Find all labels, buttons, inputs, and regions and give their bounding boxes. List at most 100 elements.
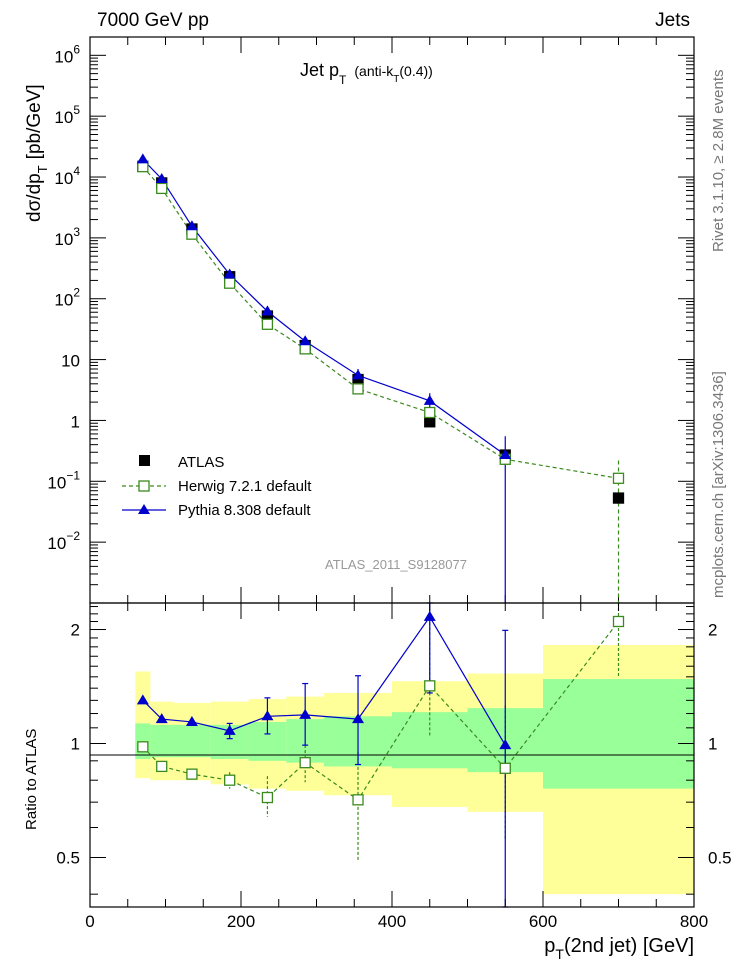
herwig-ratio-point [299,757,311,769]
x-axis-label: pT(2nd jet) [GeV] [544,935,694,962]
main-y-tick-label: 106 [54,42,80,66]
ratio-y-tick-label: 1 [71,735,80,754]
ratio-y-tick-label-right: 2 [708,621,717,640]
main-series [136,153,625,603]
main-y-tick-label: 102 [54,286,80,310]
ratio-y-tick-label: 0.5 [56,848,80,867]
herwig-ratio-point [137,741,149,753]
ratio-x-axis: 0 200 400 600 800 [85,603,708,931]
herwig-main-point [424,406,436,419]
pythia-main-point [423,394,436,405]
header-left: 7000 GeV pp [97,10,209,31]
herwig-ratio-point [499,762,511,774]
title-extra-sub: T [393,74,399,85]
ratio-band-inner [150,724,174,758]
legend-marker-herwig [138,480,150,492]
ratio-band-inner [392,712,468,769]
legend-marker-atlas [139,455,150,466]
main-y-tick-label: 105 [54,103,80,127]
pythia-main-point [155,172,168,183]
title-sub: T [339,73,347,87]
ratio-y-tick-label-right: 1 [708,735,717,754]
pythia-ratio-point [499,739,512,750]
herwig-main-point [299,343,311,355]
title-extra: (anti-k [354,63,394,79]
x-tick-label: 0 [85,912,94,931]
pythia-main-point [352,369,365,380]
herwig-ratio-point [261,791,274,804]
main-y-tick-label: 103 [54,225,80,249]
herwig-ratio-point [224,774,236,786]
main-y-tick-label: 1 [71,412,80,431]
x-tick-label: 400 [378,912,406,931]
x-tick-label: 600 [529,912,557,931]
main-plot-title: Jet pT(anti-kT(0.4)) [300,60,433,87]
herwig-ratio-point [612,615,625,628]
herwig-ratio-point [424,680,436,692]
legend-item-pythia: Pythia 8.308 default [122,502,311,519]
main-y-tick-label: 10−1 [47,468,80,492]
header-labels: 7000 GeV pp Jets [97,10,690,31]
pythia-ratio-point [261,710,274,721]
side-label-rivet: Rivet 3.1.10, ≥ 2.8M events [710,70,727,253]
ratio-series [136,602,625,908]
herwig-main-point [352,383,364,395]
herwig-main-point [186,228,198,240]
pythia-ratio-point [223,724,236,735]
herwig-ratio-point [186,768,198,780]
main-y-tick-label: 104 [54,164,80,188]
ratio-bands [135,645,694,895]
title-main: Jet p [300,60,339,80]
x-tick-label: 800 [680,912,708,931]
pythia-ratio-point [423,610,436,621]
pythia-main-point [136,153,149,164]
herwig-main-point [612,472,625,484]
main-y-tick-label: 10−2 [47,529,80,553]
pythia-ratio-point [352,713,365,724]
pythia-ratio-point [299,708,312,719]
pythia-ratio-point [136,694,149,705]
pythia-main-point [261,305,274,316]
pythia-main-point [223,268,236,279]
pythia-ratio-point [155,713,168,724]
legend-item-atlas: ATLAS [139,454,224,471]
legend-marker-pythia [138,504,150,514]
legend: ATLAS Herwig 7.2.1 default Pythia 8.308 … [122,454,312,519]
ratio-y-axis: 2 2 1 1 0.5 0.5 [56,606,732,895]
ratio-y-tick-label: 2 [71,621,80,640]
title-extra-end: (0.4)) [399,63,432,79]
legend-label-herwig: Herwig 7.2.1 default [178,478,312,495]
atlas-main-point [424,416,436,428]
herwig-main-point [261,318,274,330]
main-y-axis-label: dσ/dpT[pb/GeV] [24,84,50,222]
pythia-main-point [499,449,512,460]
herwig-ratio-point [156,760,168,773]
main-x-ticks [89,37,695,603]
atlas-main-point [612,492,625,504]
legend-item-herwig: Herwig 7.2.1 default [122,478,312,495]
ratio-band-inner [173,724,211,758]
ratio-panel: 2 21 10.5 0.5 0 200 400 600 800 Ratio to ATLAS … [23,602,732,962]
analysis-watermark: ATLAS_2011_S9128077 [325,557,467,572]
ratio-y-axis-label: Ratio to ATLAS [23,729,40,830]
side-label-mcplots: mcplots.cern.ch [arXiv:1306.3436] [710,371,727,598]
x-tick-label: 200 [227,912,255,931]
pythia-main-point [185,220,198,231]
ratio-y-tick-label-right: 0.5 [708,848,732,867]
legend-label-atlas: ATLAS [178,454,224,471]
legend-label-pythia: Pythia 8.308 default [178,502,311,519]
herwig-ratio-line [142,621,619,801]
pythia-main-point [299,335,312,346]
ratio-band-inner [543,679,694,789]
main-y-tick-label: 10 [61,352,80,371]
herwig-main-point [224,277,236,289]
herwig-main-line [142,166,619,479]
main-panel: Jet pT(anti-kT(0.4)) dσ/dpT[pb/GeV] ATLA… [24,36,695,604]
header-right: Jets [655,10,690,31]
pythia-main-line [142,158,506,456]
pythia-ratio-point [185,715,198,726]
herwig-ratio-point [352,794,364,806]
herwig-main-point [156,182,168,195]
